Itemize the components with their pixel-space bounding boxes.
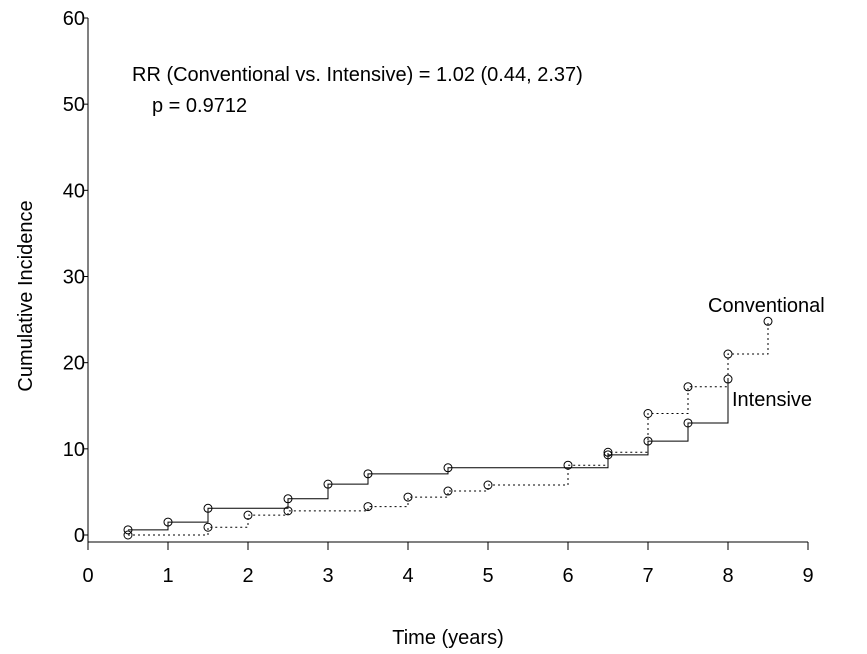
series-layer bbox=[123, 316, 773, 540]
data-point-conventional bbox=[723, 349, 733, 359]
data-point-conventional bbox=[483, 480, 493, 490]
data-point-conventional bbox=[763, 316, 773, 326]
x-tick-label: 4 bbox=[402, 565, 413, 587]
x-tick-label: 7 bbox=[642, 565, 653, 587]
data-point-conventional bbox=[363, 502, 373, 512]
data-point-conventional bbox=[683, 382, 693, 392]
data-point-intensive bbox=[683, 418, 693, 428]
series-label-intensive: Intensive bbox=[732, 389, 812, 411]
data-point-intensive bbox=[283, 494, 293, 504]
x-tick-label: 1 bbox=[162, 565, 173, 587]
data-point-intensive bbox=[643, 436, 653, 446]
y-tick-label: 40 bbox=[63, 180, 85, 202]
y-tick-label: 50 bbox=[63, 94, 85, 116]
x-tick-label: 2 bbox=[242, 565, 253, 587]
y-tick-label: 10 bbox=[63, 439, 85, 461]
data-point-conventional bbox=[123, 530, 133, 540]
series-line-intensive bbox=[128, 379, 729, 531]
x-tick-label: 3 bbox=[322, 565, 333, 587]
x-tick-label: 5 bbox=[482, 565, 493, 587]
y-axis-label: Cumulative Incidence bbox=[15, 200, 37, 391]
x-tick-label: 6 bbox=[562, 565, 573, 587]
data-point-conventional bbox=[283, 506, 293, 516]
data-point-conventional bbox=[243, 510, 253, 520]
data-point-intensive bbox=[323, 479, 333, 489]
data-point-intensive bbox=[443, 463, 453, 473]
x-tick-label: 8 bbox=[722, 565, 733, 587]
data-point-conventional bbox=[563, 460, 573, 470]
data-point-intensive bbox=[203, 503, 213, 513]
y-tick-label: 0 bbox=[74, 525, 85, 547]
data-point-conventional bbox=[603, 447, 613, 457]
y-tick-label: 30 bbox=[63, 267, 85, 289]
data-point-intensive bbox=[123, 525, 133, 535]
x-tick-label: 9 bbox=[802, 565, 813, 587]
annotation-rr: RR (Conventional vs. Intensive) = 1.02 (… bbox=[132, 64, 583, 86]
data-point-conventional bbox=[403, 492, 413, 502]
data-point-conventional bbox=[443, 486, 453, 496]
data-point-conventional bbox=[203, 522, 213, 532]
x-tick-label: 0 bbox=[82, 565, 93, 587]
y-tick-label: 20 bbox=[63, 353, 85, 375]
series-line-conventional bbox=[128, 321, 769, 536]
axes: 0 10 20 30 40 50 60 0 1 2 3 4 5 6 7 8 9 bbox=[63, 8, 814, 587]
annotation-p-value: p = 0.9712 bbox=[152, 95, 247, 117]
data-point-intensive bbox=[163, 517, 173, 527]
x-axis-label: Time (years) bbox=[392, 627, 503, 649]
series-label-conventional: Conventional bbox=[708, 295, 825, 317]
data-point-intensive bbox=[363, 469, 373, 479]
y-tick-label: 60 bbox=[63, 8, 85, 30]
data-point-conventional bbox=[643, 409, 653, 419]
